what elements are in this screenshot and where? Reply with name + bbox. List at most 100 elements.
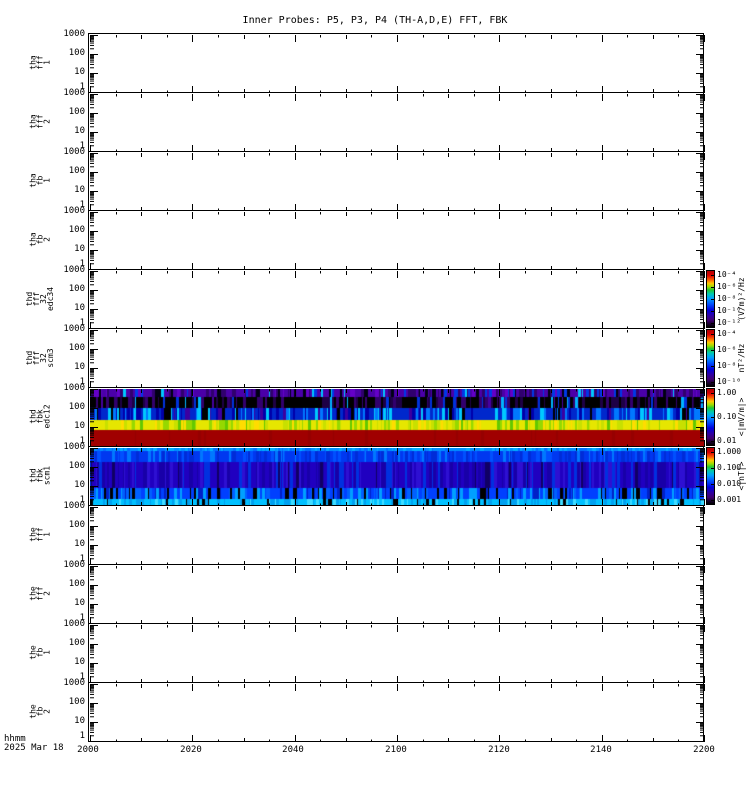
panel-the_fb_2 <box>88 682 705 742</box>
y-tick-label: 100 <box>68 461 85 471</box>
colorbar-tick <box>711 452 714 453</box>
y-tick-label: 1 <box>79 672 85 682</box>
panel-ticks-tha_fff_1 <box>90 35 705 93</box>
colorbar-tick <box>711 468 714 469</box>
panel-tha_fb_1 <box>88 151 705 211</box>
y-tick-label: 100 <box>68 166 85 176</box>
panel-ticks-thd_fbk_edc12 <box>90 389 705 447</box>
colorbar-tick-label: 1.000 <box>717 447 742 456</box>
panel-variable-label-tha_fff_2: tha fff 2 <box>28 114 52 129</box>
y-tick-label: 1 <box>79 82 85 92</box>
y-tick-label: 10 <box>74 421 85 431</box>
x-tick-label: 2040 <box>282 745 304 755</box>
y-tick-label: 1000 <box>63 383 85 393</box>
colorbar-tick-label: 0.100 <box>717 463 742 472</box>
spectrogram-thd_fbk_edc12 <box>90 389 704 447</box>
y-tick-label: 1000 <box>63 324 85 334</box>
panel-variable-label-tha_fb_1: tha fb 1 <box>28 173 52 188</box>
plot-title: Inner Probes: P5, P3, P4 (TH-A,D,E) FFT,… <box>242 15 508 26</box>
colorbar-tick-label: 10⁻⁶ <box>717 282 737 291</box>
panel-ticks-thd_fff_32_scm3 <box>90 330 705 388</box>
colorbar-tick <box>711 350 714 351</box>
colorbar-tick <box>711 393 714 394</box>
y-tick-label: 1000 <box>63 619 85 629</box>
colorbar-thd_fbk_scm1 <box>706 447 715 505</box>
colorbar-tick-label: 10⁻⁶ <box>717 345 737 354</box>
panel-thd_fbk_scm1 <box>88 446 705 506</box>
colorbar-tick-label: 0.10 <box>717 412 737 421</box>
colorbar-tick-label: 10⁻⁸ <box>717 361 737 370</box>
y-tick-label: 100 <box>68 520 85 530</box>
colorbar-unit-label: <|mV/m|> <box>737 397 746 436</box>
panel-ticks-tha_fff_2 <box>90 94 705 152</box>
panel-variable-label-tha_fb_2: tha fb 2 <box>28 232 52 247</box>
colorbar-tick <box>711 275 714 276</box>
x-tick-label: 2200 <box>693 745 715 755</box>
y-tick-label: 100 <box>68 638 85 648</box>
y-tick-label: 1000 <box>63 206 85 216</box>
panel-variable-label-thd_fbk_scm1: thd fbk scm1 <box>28 465 52 486</box>
y-tick-label: 10 <box>74 598 85 608</box>
y-tick-label: 100 <box>68 225 85 235</box>
y-tick-label: 1000 <box>63 501 85 511</box>
y-tick-label: 10 <box>74 303 85 313</box>
y-tick-label: 10 <box>74 539 85 549</box>
panel-ticks-the_fff_2 <box>90 566 705 624</box>
colorbar-tick-label: 10⁻⁴ <box>717 329 737 338</box>
y-tick-label: 1 <box>79 141 85 151</box>
y-tick-label: 10 <box>74 185 85 195</box>
y-tick-label: 1000 <box>63 265 85 275</box>
y-tick-label: 10 <box>74 244 85 254</box>
panel-variable-label-thd_fbk_edc12: thd fbk edc12 <box>28 404 52 429</box>
y-tick-label: 1 <box>79 554 85 564</box>
colorbar-tick <box>711 366 714 367</box>
y-tick-label: 1 <box>79 377 85 387</box>
panel-ticks-thd_fbk_scm1 <box>90 448 705 506</box>
panel-ticks-thd_fff_32_edc34 <box>90 271 705 329</box>
y-tick-label: 100 <box>68 697 85 707</box>
y-tick-label: 1000 <box>63 88 85 98</box>
colorbar-tick <box>711 500 714 501</box>
colorbar-tick <box>711 417 714 418</box>
colorbar-tick <box>711 441 714 442</box>
colorbar-tick <box>711 287 714 288</box>
panel-variable-label-thd_fff_32_scm3: thd fff 32 scm3 <box>25 347 55 368</box>
y-tick-label: 1 <box>79 200 85 210</box>
y-tick-label: 1000 <box>63 147 85 157</box>
y-tick-label: 100 <box>68 107 85 117</box>
colorbar-tick <box>711 484 714 485</box>
y-tick-label: 100 <box>68 48 85 58</box>
panel-the_fff_2 <box>88 564 705 624</box>
y-tick-label: 10 <box>74 362 85 372</box>
panel-variable-label-thd_fff_32_edc34: thd fff 32 edc34 <box>25 286 55 311</box>
colorbar-unit-label: (V/m)²/Hz <box>737 276 746 321</box>
y-tick-label: 1 <box>79 259 85 269</box>
colorbar-tick-label: 1.00 <box>717 388 737 397</box>
y-tick-label: 1000 <box>63 442 85 452</box>
panel-variable-label-the_fb_2: the fb 2 <box>28 704 52 719</box>
x-tick-label: 2120 <box>488 745 510 755</box>
colorbar-thd_fff_32_scm3 <box>706 329 715 387</box>
x-tick-label: 2020 <box>180 745 202 755</box>
panel-tha_fff_1 <box>88 33 705 93</box>
panel-ticks-tha_fb_1 <box>90 153 705 211</box>
colorbar-thd_fff_32_edc34 <box>706 270 715 328</box>
colorbar-tick-label: 10⁻⁸ <box>717 294 737 303</box>
colorbar-tick <box>711 334 714 335</box>
y-tick-label: 1 <box>79 318 85 328</box>
colorbar-unit-label: nT²/Hz <box>737 343 746 372</box>
panel-ticks-tha_fb_2 <box>90 212 705 270</box>
colorbar-tick-label: 0.01 <box>717 436 737 445</box>
x-tick-label: 2140 <box>590 745 612 755</box>
x-axis-unit-label: hhmm <box>4 734 26 744</box>
colorbar-tick <box>711 311 714 312</box>
y-tick-label: 10 <box>74 657 85 667</box>
panel-variable-label-the_fb_1: the fb 1 <box>28 645 52 660</box>
panel-the_fb_1 <box>88 623 705 683</box>
y-tick-label: 10 <box>74 67 85 77</box>
colorbar-tick-label: 10⁻¹⁰ <box>717 306 742 315</box>
y-tick-label: 1 <box>79 731 85 741</box>
y-tick-label: 10 <box>74 716 85 726</box>
panel-thd_fbk_edc12 <box>88 387 705 447</box>
